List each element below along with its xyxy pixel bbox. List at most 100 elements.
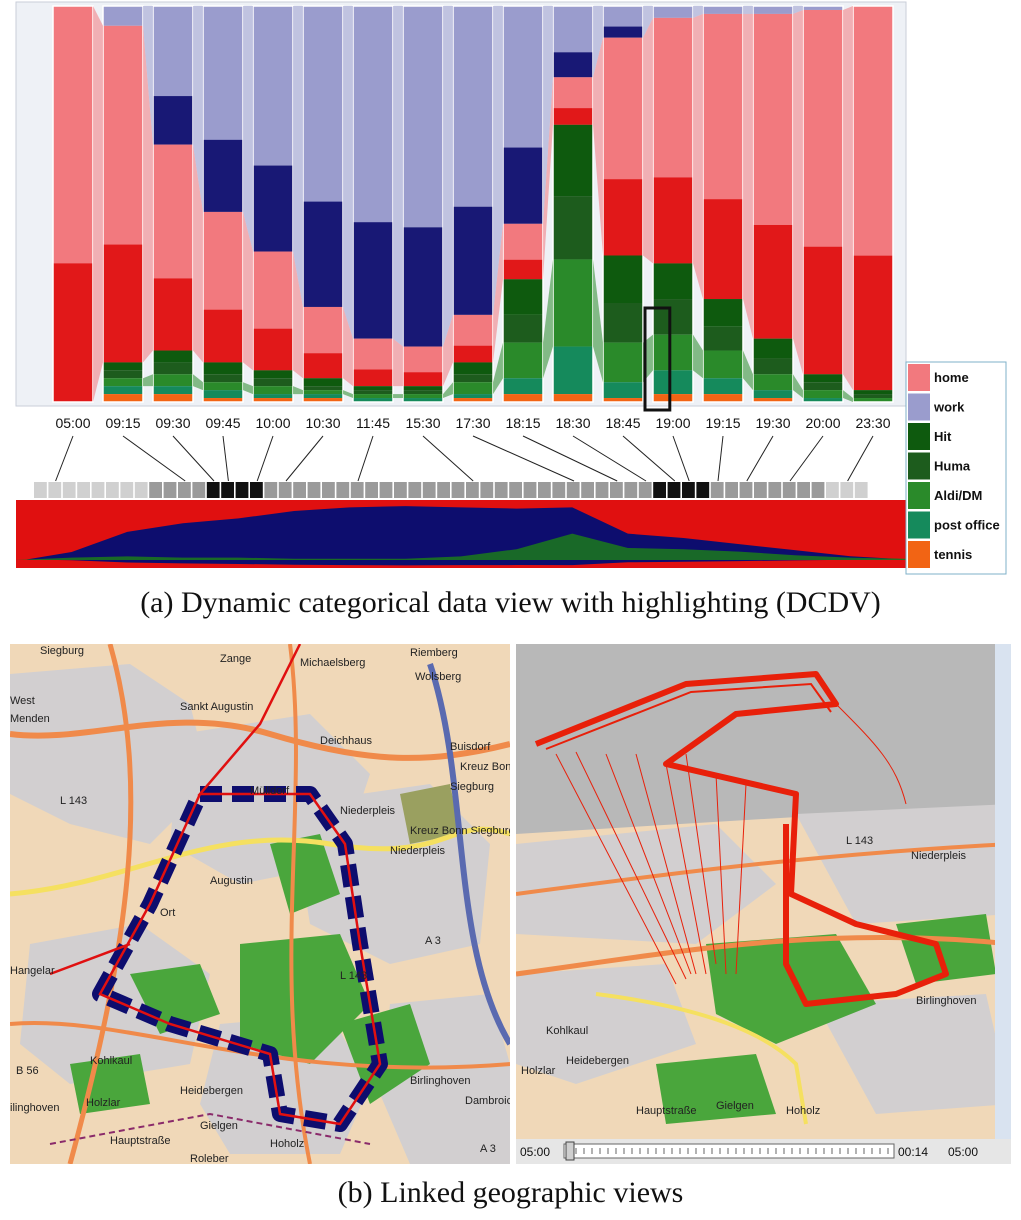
time-cell[interactable] (581, 482, 594, 498)
time-cell[interactable] (566, 482, 580, 498)
time-cell[interactable] (480, 482, 494, 498)
time-cell[interactable] (667, 482, 681, 498)
bar-core-home-11 (603, 179, 643, 256)
legend-label: Aldi/DM (934, 488, 982, 503)
time-cell[interactable] (379, 482, 393, 498)
time-cell[interactable] (696, 482, 710, 498)
time-cell[interactable] (725, 482, 738, 498)
time-cell[interactable] (77, 482, 90, 498)
scrollbar[interactable] (995, 644, 1011, 1139)
bar-core-home-9 (503, 259, 543, 280)
time-cell[interactable] (509, 482, 522, 498)
bar-core-home-10 (553, 108, 593, 125)
time-cell[interactable] (523, 482, 537, 498)
bar-postoffice-13 (703, 378, 743, 395)
map-label: Mülldorf (250, 785, 290, 797)
time-cell[interactable] (826, 482, 839, 498)
time-cell[interactable] (250, 482, 263, 498)
time-cell[interactable] (134, 482, 148, 498)
time-cell[interactable] (163, 482, 177, 498)
time-cell[interactable] (307, 482, 321, 498)
bar-core-home-12 (653, 177, 693, 264)
time-cell[interactable] (466, 482, 479, 498)
time-cell[interactable] (394, 482, 407, 498)
bar-aldidm-3 (203, 382, 243, 391)
time-cell[interactable] (365, 482, 378, 498)
time-cell[interactable] (811, 482, 825, 498)
time-cell[interactable] (221, 482, 234, 498)
time-cell[interactable] (350, 482, 364, 498)
time-cell[interactable] (91, 482, 105, 498)
time-cell[interactable] (552, 482, 566, 498)
time-cell[interactable] (293, 482, 306, 498)
time-cell[interactable] (610, 482, 623, 498)
time-cell[interactable] (278, 482, 292, 498)
map-label: Kohlkaul (90, 1055, 132, 1067)
time-cell[interactable] (782, 482, 796, 498)
slider-thumb[interactable] (565, 1141, 575, 1161)
time-cell[interactable] (451, 482, 465, 498)
flow-work-10 (593, 6, 603, 78)
flow-work-7 (443, 6, 453, 347)
flow-work-2 (193, 6, 203, 212)
time-cell[interactable] (840, 482, 854, 498)
time-cell[interactable] (149, 482, 162, 498)
map-label: L 143 (846, 835, 873, 847)
bar-huma-13 (703, 326, 743, 351)
flow-work-5 (343, 6, 353, 339)
time-cell[interactable] (754, 482, 767, 498)
flow-work-14 (793, 6, 803, 14)
bar-tennis-14 (753, 398, 793, 402)
time-cell[interactable] (653, 482, 666, 498)
time-cell[interactable] (538, 482, 551, 498)
time-cell[interactable] (264, 482, 278, 498)
time-cell[interactable] (48, 482, 62, 498)
map-label: Heidebergen (566, 1055, 629, 1067)
time-slider[interactable] (563, 1143, 895, 1159)
map-label: Hoholz (786, 1105, 820, 1117)
time-cell[interactable] (336, 482, 350, 498)
time-cell[interactable] (422, 482, 436, 498)
time-cell[interactable] (62, 482, 76, 498)
bar-tennis-8 (453, 398, 493, 402)
flow-work-3 (243, 6, 253, 252)
time-cell[interactable] (206, 482, 220, 498)
time-cell[interactable] (408, 482, 422, 498)
time-cell[interactable] (192, 482, 206, 498)
tick-label: 10:00 (255, 415, 290, 431)
bar-aldidm-15 (803, 390, 843, 399)
time-cell[interactable] (106, 482, 119, 498)
time-cell[interactable] (235, 482, 249, 498)
map-label: ilinghoven (10, 1102, 60, 1114)
legend-label: Hit (934, 429, 952, 444)
highlight-box[interactable] (643, 306, 672, 412)
flow-aldidm-10 (593, 259, 603, 383)
bar-huma-3 (203, 374, 243, 383)
time-cell[interactable] (624, 482, 638, 498)
geographic-map-2d[interactable]: Siegburg Zange Michaelsberg Riemberg Wolsber… (10, 644, 510, 1164)
time-cell[interactable] (768, 482, 782, 498)
time-cell[interactable] (638, 482, 652, 498)
bar-hit-15 (803, 374, 843, 383)
bar-huma-6 (353, 390, 393, 395)
time-cell[interactable] (322, 482, 335, 498)
time-cell[interactable] (437, 482, 450, 498)
time-cell[interactable] (34, 482, 47, 498)
slider-ticks (567, 1148, 889, 1154)
flow-aldidm-5 (343, 390, 353, 399)
bar-tennis-1 (103, 394, 143, 402)
time-cell[interactable] (739, 482, 753, 498)
player-elapsed-time: 00:14 (898, 1145, 928, 1159)
time-cell[interactable] (797, 482, 810, 498)
time-cell[interactable] (120, 482, 134, 498)
time-cell[interactable] (710, 482, 724, 498)
flow-home-5 (343, 306, 353, 387)
bar-huma-14 (753, 358, 793, 375)
tick-label: 11:45 (356, 415, 390, 431)
time-cell[interactable] (494, 482, 508, 498)
time-cell[interactable] (178, 482, 191, 498)
geographic-map-3d[interactable]: L 143 Kohlkaul Holzlar Heidebergen Birlingho… (516, 644, 1011, 1164)
time-cell[interactable] (854, 482, 868, 498)
time-cell[interactable] (682, 482, 695, 498)
time-cell[interactable] (595, 482, 609, 498)
